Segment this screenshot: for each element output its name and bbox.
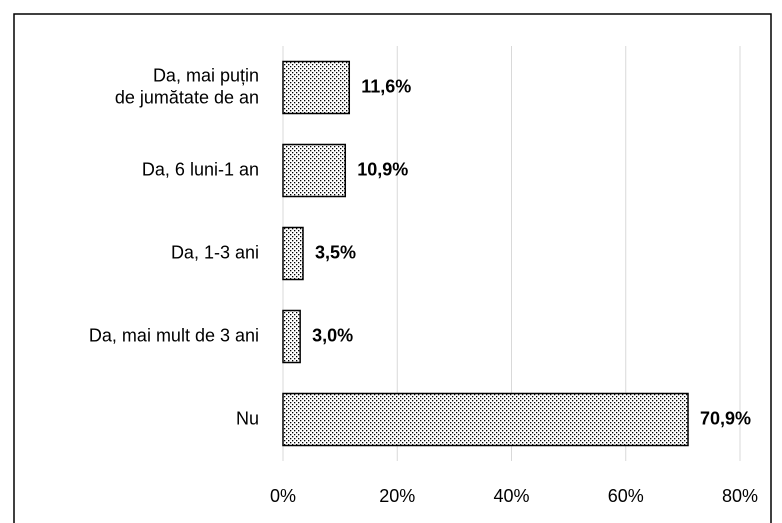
bar (282, 143, 347, 198)
y-tick-label: Nu (236, 408, 259, 428)
x-tick-label: 40% (493, 486, 529, 506)
x-tick-label: 80% (722, 486, 758, 506)
bar (282, 392, 689, 447)
value-label: 70,9% (700, 408, 751, 428)
value-label: 11,6% (361, 76, 411, 96)
value-label: 10,9% (357, 159, 408, 179)
x-tick-label: 20% (379, 486, 415, 506)
y-tick-label: Da, mai mult de 3 ani (89, 325, 259, 345)
value-label: 3,0% (312, 325, 353, 345)
bar (282, 60, 351, 115)
bar (282, 309, 301, 364)
x-tick-label: 60% (608, 486, 644, 506)
bar (282, 226, 304, 281)
y-tick-label: Da, 1-3 ani (171, 242, 259, 262)
frame (13, 13, 772, 523)
y-tick-label: Da, 6 luni-1 an (142, 159, 259, 179)
value-label: 3,5% (315, 242, 356, 262)
x-tick-label: 0% (270, 486, 296, 506)
y-tick-label: Da, mai puțin de jumătate de an (115, 65, 259, 107)
